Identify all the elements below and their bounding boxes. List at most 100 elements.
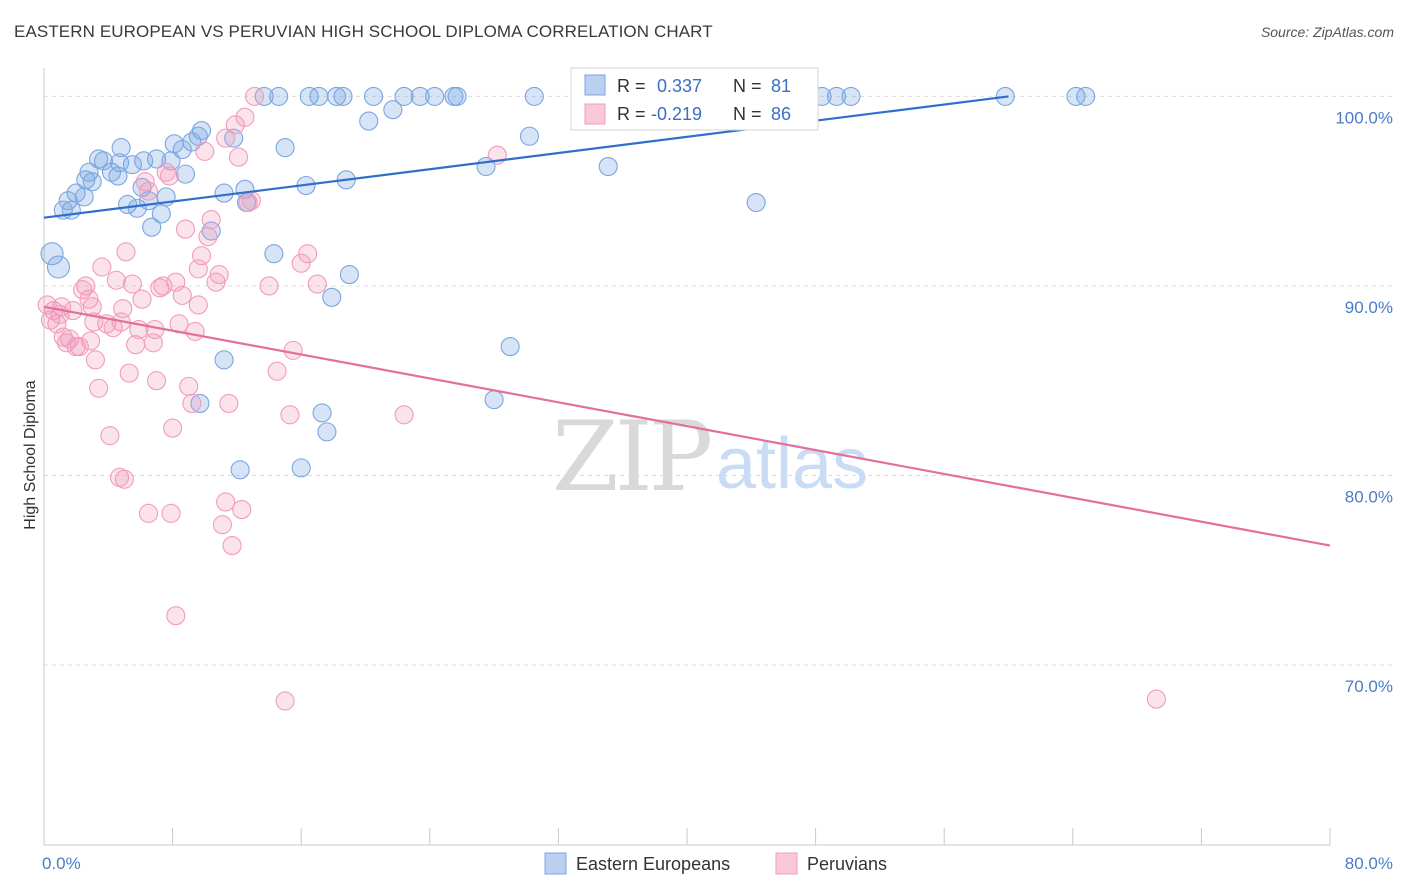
point-eastern-european [74, 187, 94, 207]
point-peruvian [119, 363, 139, 383]
point-peruvian [188, 259, 208, 279]
point-eastern-european [172, 139, 192, 160]
point-eastern-european [312, 403, 332, 423]
point-peruvian [201, 210, 221, 230]
point-peruvian [280, 405, 300, 425]
point-eastern-european [841, 86, 861, 106]
point-peruvian [114, 469, 134, 489]
point-peruvian [106, 270, 126, 290]
point-peruvian [283, 340, 303, 360]
point-eastern-european [598, 156, 618, 177]
point-eastern-european [359, 111, 379, 131]
point-peruvian [291, 253, 311, 273]
trend-line-peruvian [43, 305, 1331, 547]
point-peruvian [179, 376, 199, 396]
source-credit: Source: ZipAtlas.com [1260, 24, 1394, 40]
point-eastern-european [519, 126, 540, 146]
point-peruvian [73, 280, 93, 300]
point-peruvian [188, 295, 208, 315]
point-eastern-european [524, 86, 544, 106]
point-eastern-european [110, 153, 130, 173]
point-eastern-european [309, 86, 329, 106]
point-eastern-european [322, 287, 342, 307]
point-peruvian [267, 361, 287, 381]
bottom-legend-swatch-eastern [544, 852, 567, 875]
point-peruvian [216, 128, 236, 148]
point-peruvian [153, 276, 173, 296]
y-tick-label: 70.0% [1345, 677, 1393, 696]
data-points [37, 86, 1166, 711]
point-peruvian [298, 244, 318, 264]
point-eastern-european [146, 149, 167, 169]
point-peruvian [69, 337, 89, 357]
point-eastern-european [333, 86, 353, 106]
point-eastern-european [61, 200, 81, 220]
point-peruvian [52, 297, 72, 317]
point-eastern-european [394, 86, 414, 106]
point-peruvian [209, 265, 229, 285]
point-peruvian [161, 503, 181, 523]
point-peruvian [56, 333, 77, 353]
stats-legend: R = 0.337 N = 81 R = -0.219 N = 86 [570, 67, 819, 131]
point-eastern-european [201, 221, 221, 241]
point-eastern-european [327, 86, 347, 106]
point-peruvian [85, 350, 105, 370]
bottom-legend-swatch-peruvian [775, 852, 798, 875]
point-eastern-european [269, 86, 289, 106]
point-eastern-european [447, 86, 467, 106]
point-eastern-european [275, 138, 295, 158]
point-peruvian [185, 321, 205, 341]
legend-r-label-peruvian: R = [617, 104, 646, 124]
point-peruvian [216, 492, 236, 512]
point-eastern-european [1066, 86, 1086, 106]
point-eastern-european [190, 393, 210, 413]
point-peruvian [182, 393, 202, 413]
legend-swatch-peruvian [584, 103, 606, 125]
point-eastern-european [363, 86, 384, 106]
point-peruvian [163, 418, 183, 438]
legend-n-label-eastern: N = [733, 76, 762, 96]
y-tick-label: 90.0% [1345, 298, 1393, 317]
point-peruvian [225, 115, 245, 135]
x-tick-label: 80.0% [1345, 854, 1393, 873]
series-legend: Eastern Europeans Peruvians [544, 852, 887, 875]
point-peruvian [212, 515, 232, 535]
point-peruvian [60, 329, 80, 349]
point-peruvian [92, 257, 112, 277]
point-peruvian [89, 378, 109, 398]
point-peruvian [172, 285, 192, 305]
point-eastern-european [500, 337, 520, 357]
point-eastern-european [142, 217, 162, 237]
bottom-legend-peruvian: Peruvians [807, 854, 887, 874]
y-tick-label: 80.0% [1345, 487, 1393, 506]
point-eastern-european [118, 194, 138, 214]
point-eastern-european [175, 164, 196, 184]
point-eastern-european [299, 86, 319, 106]
point-peruvian [166, 606, 186, 626]
point-peruvian [238, 193, 258, 213]
y-axis-label: High School Diploma [22, 380, 39, 530]
point-peruvian [235, 107, 255, 127]
point-peruvian [219, 393, 239, 413]
point-eastern-european [40, 242, 64, 266]
legend-r-value-eastern: 0.337 [657, 76, 702, 96]
point-peruvian [198, 227, 218, 247]
point-peruvian [116, 242, 136, 262]
legend-swatch-eastern [584, 74, 606, 96]
point-peruvian [307, 274, 327, 294]
point-peruvian [156, 162, 176, 182]
chart-title: EASTERN EUROPEAN VS PERUVIAN HIGH SCHOOL… [14, 22, 713, 41]
point-eastern-european [111, 138, 131, 158]
point-eastern-european [230, 460, 250, 480]
legend-r-value-peruvian: -0.219 [651, 104, 702, 124]
point-peruvian [241, 191, 261, 211]
point-peruvian [275, 691, 295, 711]
point-peruvian [1146, 689, 1166, 709]
y-tick-label: 100.0% [1335, 108, 1393, 127]
axes [43, 68, 1331, 846]
point-eastern-european [291, 458, 311, 478]
point-peruvian [195, 141, 215, 161]
watermark-zip: ZIP [552, 401, 711, 513]
point-eastern-european [214, 350, 234, 370]
